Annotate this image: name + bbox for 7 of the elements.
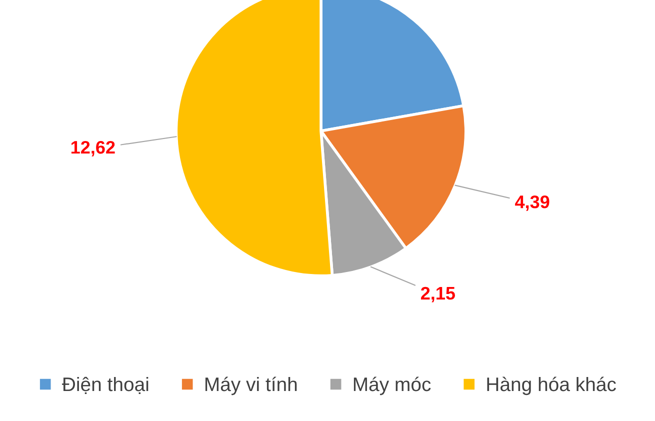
legend-label: Máy vi tính <box>205 376 297 396</box>
data-label: 2,15 <box>420 286 455 302</box>
legend-label: Máy móc <box>354 376 431 396</box>
data-label: 4,39 <box>515 195 550 211</box>
legend-label: Hàng hóa khác <box>487 376 616 396</box>
data-label: 12,62 <box>71 140 115 156</box>
legend-label: Điện thoại <box>62 376 148 394</box>
